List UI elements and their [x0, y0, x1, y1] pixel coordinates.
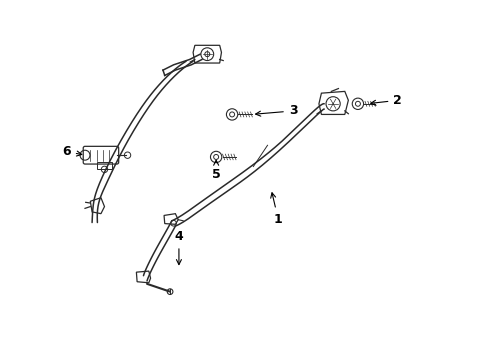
Text: 3: 3 — [255, 104, 297, 117]
Text: 4: 4 — [174, 230, 183, 265]
Text: 2: 2 — [370, 94, 401, 107]
Text: 6: 6 — [62, 145, 81, 158]
Text: 1: 1 — [270, 193, 282, 225]
Text: 5: 5 — [211, 160, 220, 181]
